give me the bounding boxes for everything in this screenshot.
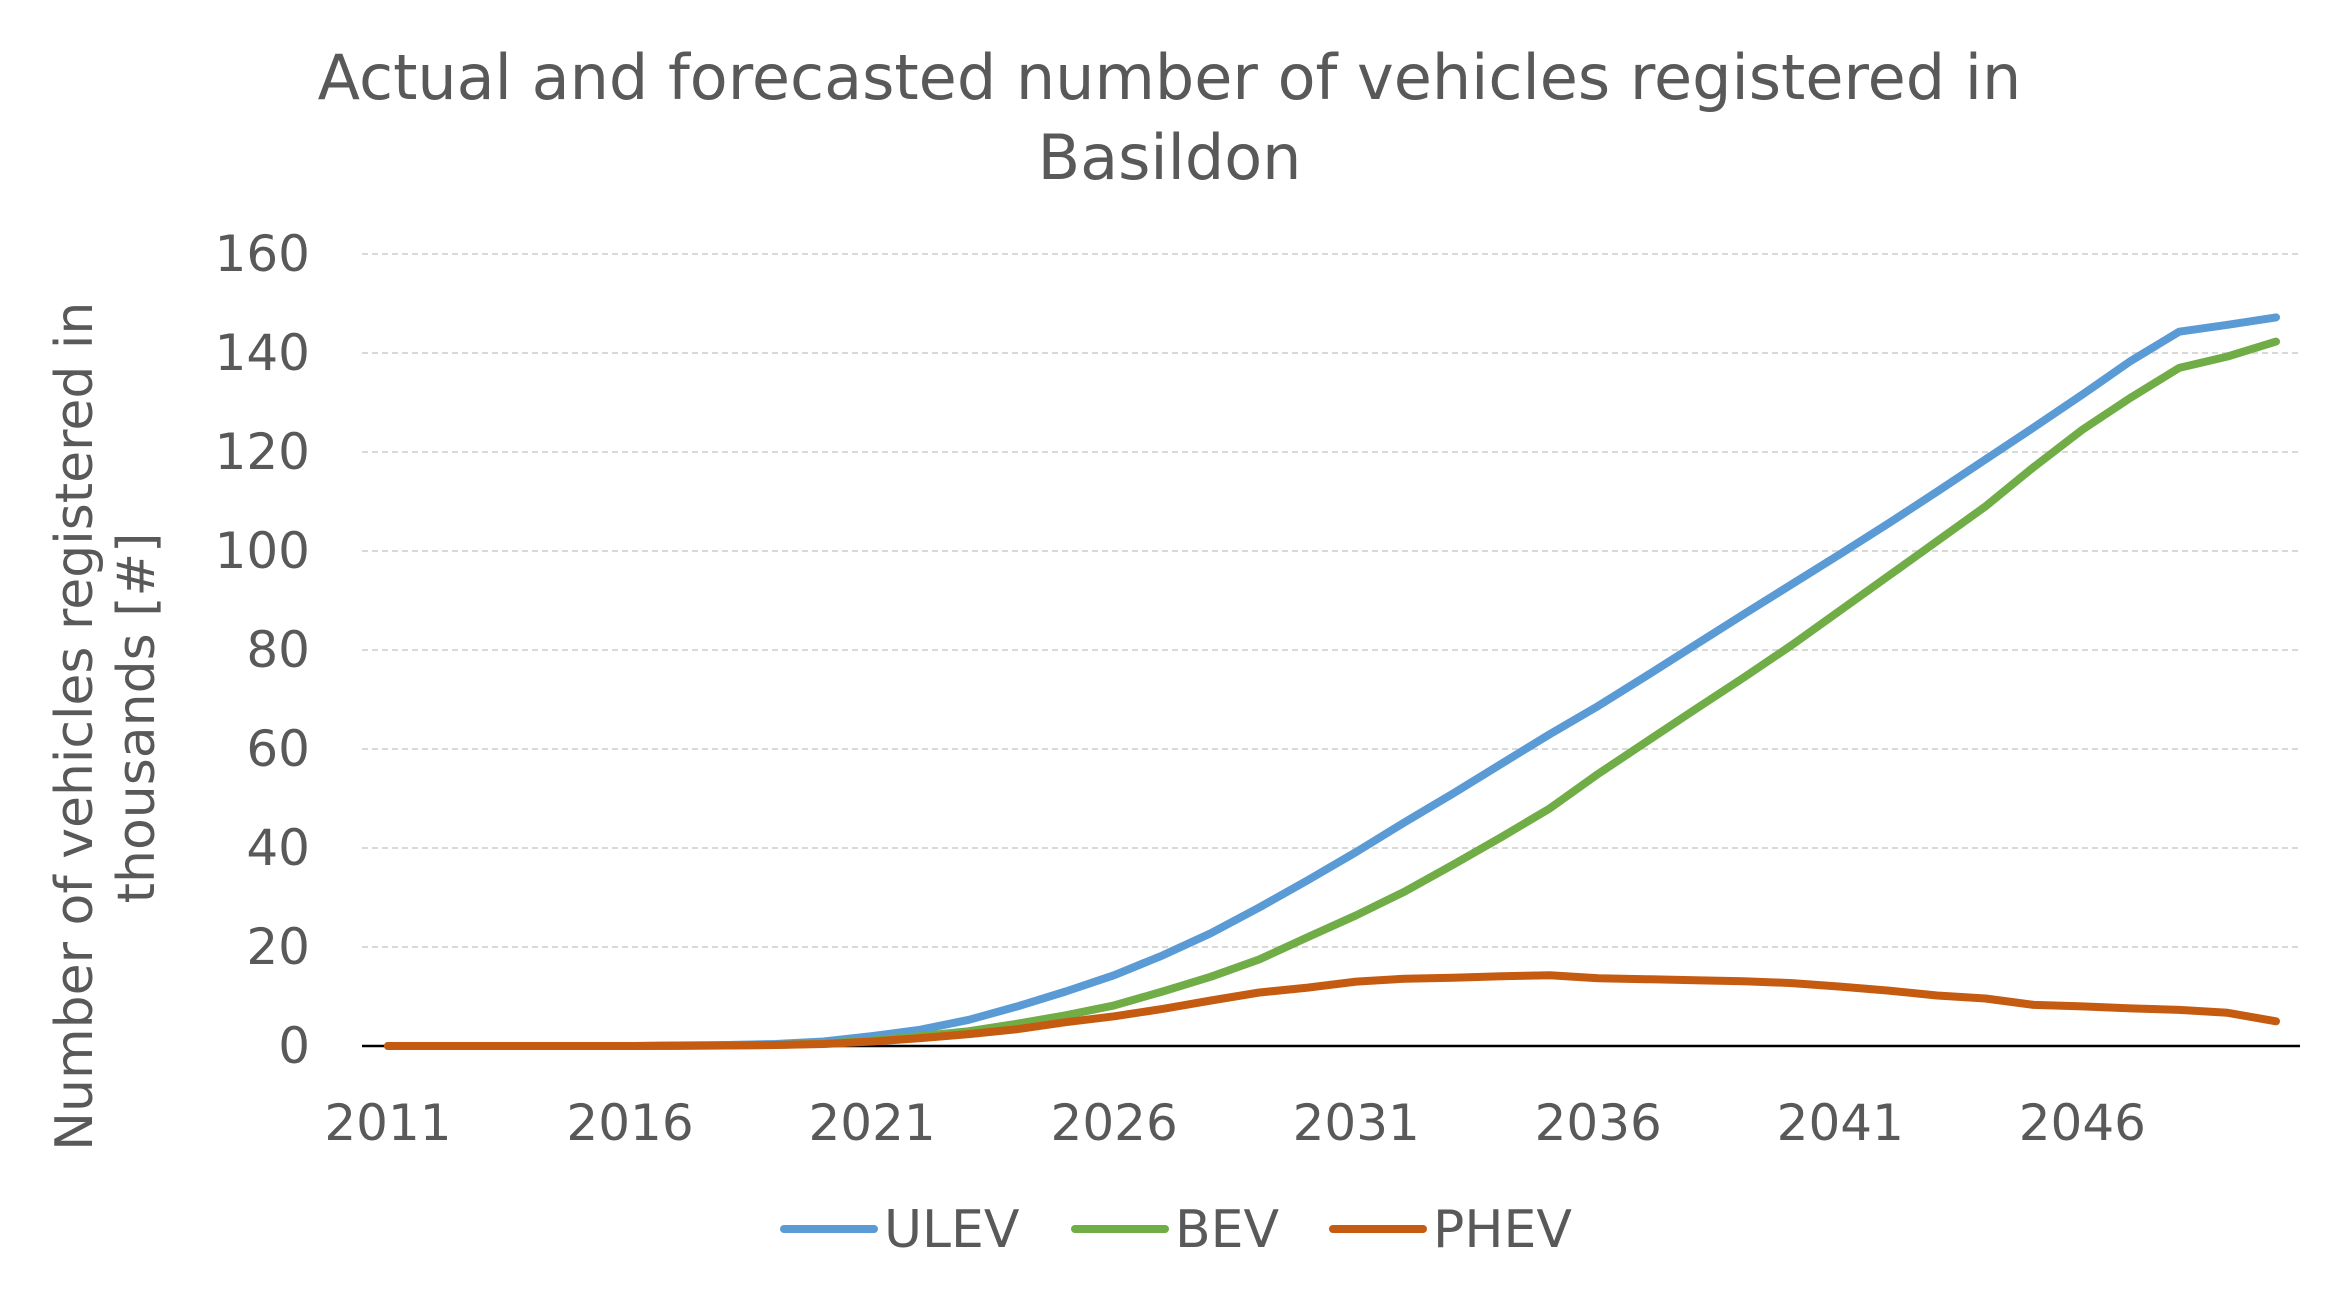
- legend-label: BEV: [1175, 1200, 1280, 1260]
- legend-item-ulev: ULEV: [780, 1200, 1020, 1260]
- x-tick-label: 2041: [1777, 1094, 1904, 1152]
- y-tick-label: 20: [246, 918, 310, 976]
- x-tick-label: 2011: [324, 1094, 451, 1152]
- legend-item-bev: BEV: [1071, 1200, 1280, 1260]
- series-line-phev: [384, 971, 2280, 1050]
- legend-label: PHEV: [1433, 1200, 1572, 1260]
- legend-label: ULEV: [884, 1200, 1020, 1260]
- x-tick-label: 2046: [2019, 1094, 2146, 1152]
- y-tick-label: 160: [215, 225, 310, 283]
- legend: ULEV BEV PHEV: [780, 1200, 1572, 1260]
- x-tick-label: 2036: [1535, 1094, 1662, 1152]
- x-tick-label: 2016: [566, 1094, 693, 1152]
- chart-title: Actual and forecasted number of vehicles…: [317, 41, 2022, 194]
- y-axis-label-line-1: Number of vehicles registered in: [45, 302, 105, 1151]
- gridlines: [362, 253, 2300, 948]
- data-series: [384, 313, 2280, 1050]
- y-tick-labels: 0 20 40 60 80 100 120 140 160: [215, 225, 310, 1075]
- series-line-ulev: [384, 313, 2280, 1050]
- y-tick-label: 60: [246, 720, 310, 778]
- x-tick-label: 2031: [1293, 1094, 1420, 1152]
- y-tick-label: 140: [215, 324, 310, 382]
- y-axis-label-line-2: thousands [#]: [107, 533, 167, 904]
- x-tick-label: 2021: [808, 1094, 935, 1152]
- x-tick-label: 2026: [1051, 1094, 1178, 1152]
- y-tick-label: 100: [215, 522, 310, 580]
- x-tick-labels: 2011 2016 2021 2026 2031 2036 2041 2046: [324, 1094, 2146, 1152]
- y-tick-label: 40: [246, 819, 310, 877]
- legend-item-phev: PHEV: [1329, 1200, 1572, 1260]
- y-tick-label: 120: [215, 423, 310, 481]
- y-axis-label: Number of vehicles registered in thousan…: [45, 285, 167, 1151]
- series-line-bev: [384, 337, 2280, 1050]
- y-tick-label: 80: [246, 621, 310, 679]
- y-tick-label: 0: [278, 1017, 310, 1075]
